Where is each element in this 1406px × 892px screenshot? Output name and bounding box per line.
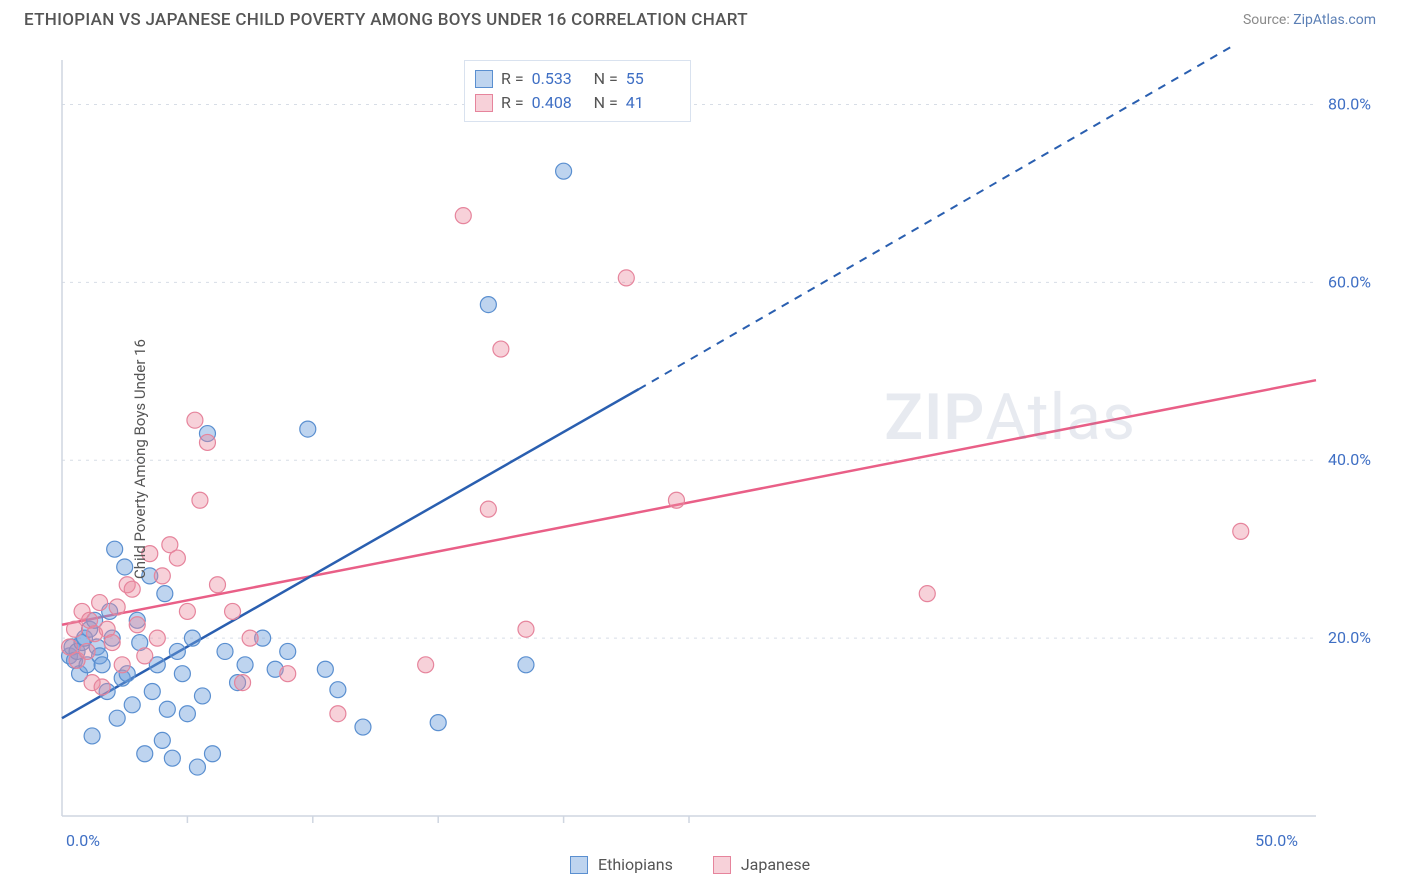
chart-area: Child Poverty Among Boys Under 16 20.0% 4…: [24, 46, 1386, 872]
legend-item-japanese: Japanese: [713, 855, 810, 874]
svg-text:50.0%: 50.0%: [1255, 831, 1298, 850]
svg-text:80.0%: 80.0%: [1328, 94, 1371, 113]
y-axis-label: Child Poverty Among Boys Under 16: [131, 339, 149, 579]
swatch-japanese: [475, 94, 493, 112]
source-attribution: Source: ZipAtlas.com: [1243, 12, 1376, 28]
svg-text:60.0%: 60.0%: [1328, 272, 1371, 291]
stats-row-ethiopians: R = 0.533 N = 55: [475, 67, 676, 91]
swatch-ethiopians: [570, 856, 588, 874]
svg-text:0.0%: 0.0%: [66, 831, 100, 850]
swatch-ethiopians: [475, 70, 493, 88]
chart-header: ETHIOPIAN VS JAPANESE CHILD POVERTY AMON…: [0, 0, 1406, 36]
r-value-ethiopians: 0.533: [532, 67, 582, 91]
n-value-ethiopians: 55: [626, 67, 676, 91]
series-legend: Ethiopians Japanese: [570, 855, 810, 874]
correlation-stats-box: R = 0.533 N = 55 R = 0.408 N = 41: [464, 60, 691, 122]
stats-row-japanese: R = 0.408 N = 41: [475, 91, 676, 115]
source-link[interactable]: ZipAtlas.com: [1293, 12, 1376, 28]
scatter-plot-svg: 20.0% 40.0% 60.0% 80.0% 0.0% 50.0%: [24, 46, 1386, 872]
legend-item-ethiopians: Ethiopians: [570, 855, 673, 874]
swatch-japanese: [713, 856, 731, 874]
n-value-japanese: 41: [626, 91, 676, 115]
chart-title: ETHIOPIAN VS JAPANESE CHILD POVERTY AMON…: [24, 10, 748, 30]
r-value-japanese: 0.408: [532, 91, 582, 115]
svg-text:40.0%: 40.0%: [1328, 450, 1371, 469]
svg-text:20.0%: 20.0%: [1328, 628, 1371, 647]
